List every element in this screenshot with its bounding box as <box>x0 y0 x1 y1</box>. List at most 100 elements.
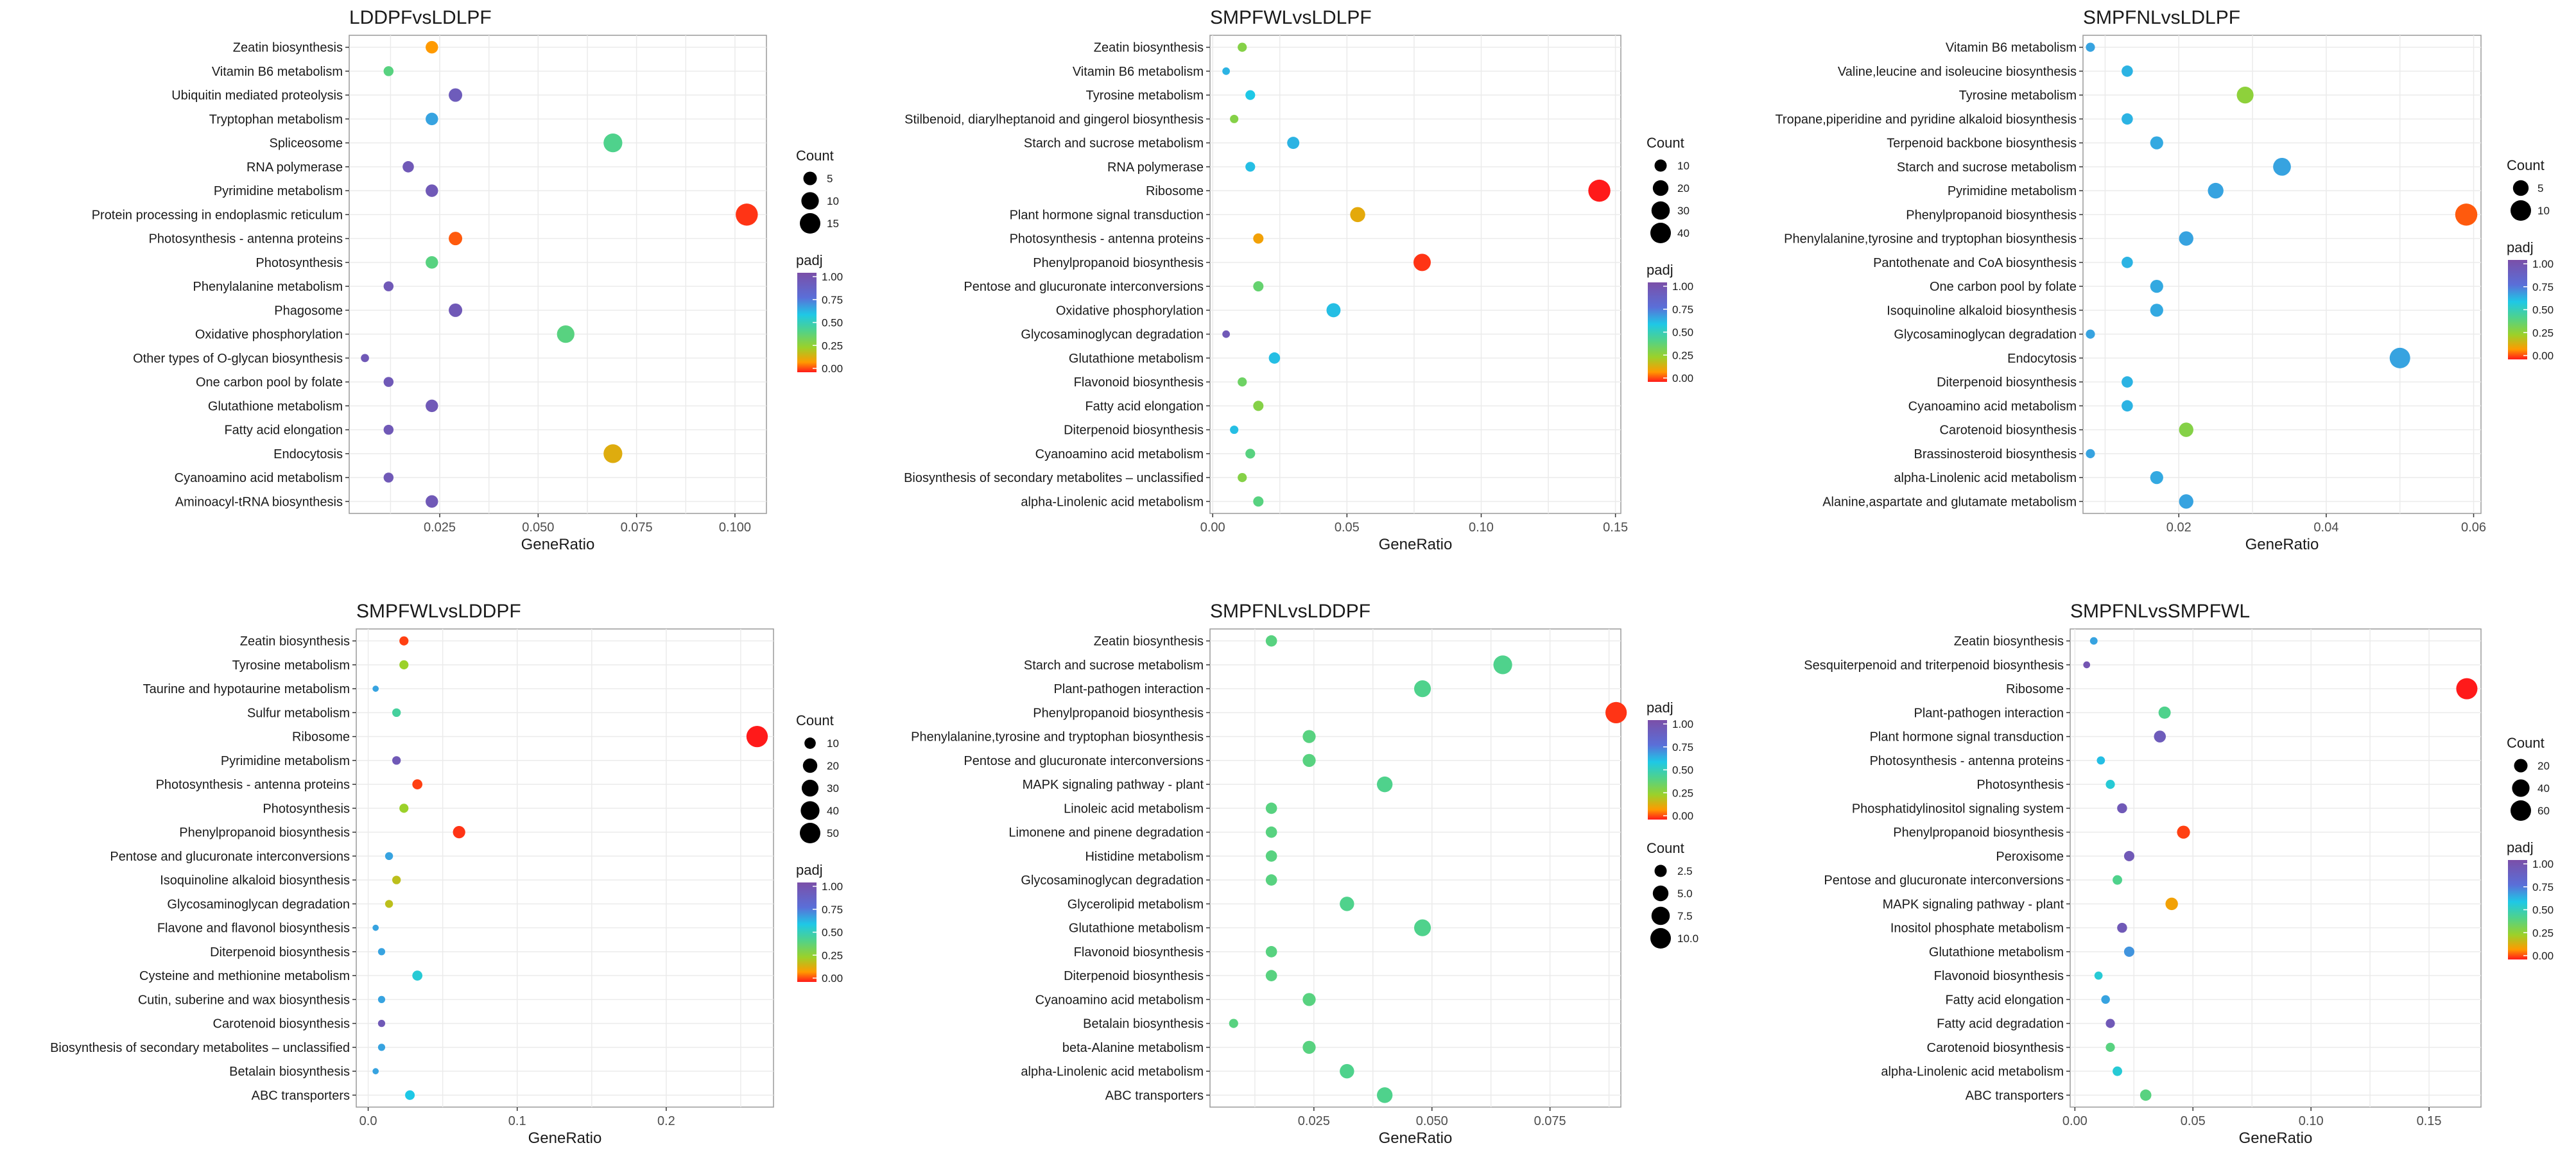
data-point <box>2113 875 2123 885</box>
panel-title: SMPFWLvsLDLPF <box>1210 7 1372 28</box>
term-label: Ribosome <box>1146 184 1204 198</box>
data-point <box>1376 776 1393 793</box>
padj-legend-label: 0.00 <box>822 972 843 985</box>
term-label: Vitamin B6 metabolism <box>1946 41 2077 55</box>
data-point <box>449 88 463 102</box>
data-point <box>2150 136 2163 150</box>
data-point <box>2158 706 2171 719</box>
term-label: Pantothenate and CoA biosynthesis <box>1873 256 2077 270</box>
term-label: MAPK signaling pathway - plant <box>1023 778 1204 792</box>
data-point <box>385 852 393 861</box>
data-point <box>2123 946 2134 957</box>
count-legend: Count 10 20 30 40 <box>1647 135 1690 243</box>
term-label: Starch and sucrose metabolism <box>1897 160 2077 175</box>
count-legend-label: 10 <box>2537 205 2550 217</box>
data-point <box>2122 376 2133 388</box>
panel-1: LDDPFvsLDLPF 0.025 0.050 0.075 0.100 GeneRati… <box>92 7 843 553</box>
term-label: Glycosaminoglycan degradation <box>167 897 350 911</box>
term-label: Pyrimidine metabolism <box>214 184 343 198</box>
data-point <box>1287 137 1300 150</box>
term-label: Fatty acid elongation <box>224 424 343 438</box>
term-label: Carotenoid biosynthesis <box>1940 424 2077 438</box>
padj-legend-label: 0.75 <box>1672 741 1693 753</box>
term-label: ABC transporters <box>1105 1088 1204 1103</box>
data-point <box>426 399 438 413</box>
term-label: Phenylpropanoid biosynthesis <box>179 826 350 840</box>
data-point <box>1238 473 1247 483</box>
count-legend-dot <box>1654 864 1667 877</box>
term-label: Isoquinoline alkaloid biosynthesis <box>1887 304 2077 318</box>
term-label: Glycosaminoglycan degradation <box>1021 328 1204 342</box>
count-legend-label: 20 <box>1677 182 1690 194</box>
count-legend-label: 10 <box>827 737 839 750</box>
data-point <box>383 424 394 435</box>
term-label: Alanine,aspartate and glutamate metaboli… <box>1822 495 2077 509</box>
data-point <box>383 281 394 291</box>
data-point <box>1253 496 1264 507</box>
data-point <box>2086 42 2095 52</box>
count-legend-title: Count <box>2507 157 2545 173</box>
term-label: Phenylpropanoid biosynthesis <box>1893 826 2064 840</box>
data-point <box>1265 635 1277 647</box>
count-legend: Count 5 10 15 <box>796 148 839 234</box>
term-label: Diterpenoid biosynthesis <box>1064 969 1204 983</box>
data-point <box>1222 67 1231 75</box>
data-point <box>1265 850 1277 862</box>
x-tick-label: 0.15 <box>2417 1114 2442 1128</box>
data-point <box>1229 1019 1238 1028</box>
data-point <box>2117 803 2127 814</box>
term-label: Plant hormone signal transduction <box>1870 730 2064 744</box>
term-label: Fatty acid elongation <box>1085 399 1204 413</box>
data-point <box>2150 471 2163 485</box>
padj-legend-label: 0.75 <box>822 294 843 306</box>
padj-legend-label: 0.50 <box>1672 327 1693 339</box>
data-point <box>2154 730 2166 743</box>
term-label: Other types of O-glycan biosynthesis <box>133 352 343 366</box>
term-label: Photosynthesis - antenna proteins <box>1870 754 2064 768</box>
data-point <box>372 685 379 692</box>
term-label: Glutathione metabolism <box>1069 922 1204 936</box>
panel-3: SMPFNLvsLDLPF 0.02 0.04 0.06 GeneRatio Vitami… <box>1775 7 2554 553</box>
x-tick-label: 0.05 <box>1335 520 1360 535</box>
x-tick-label: 0.0 <box>359 1114 377 1128</box>
data-point <box>1230 114 1239 123</box>
data-point <box>746 725 768 748</box>
data-point <box>1605 701 1627 724</box>
x-tick-label: 0.02 <box>2166 520 2191 535</box>
x-tick-label: 0.10 <box>1469 520 1494 535</box>
data-point <box>377 1044 386 1051</box>
data-point <box>2179 494 2193 509</box>
data-point <box>1350 207 1365 223</box>
data-point <box>372 924 379 931</box>
plot-area <box>349 35 767 514</box>
term-label: Biosynthesis of secondary metabolites – … <box>50 1041 350 1055</box>
x-tick-label: 0.025 <box>424 520 456 535</box>
term-label: Phenylpropanoid biosynthesis <box>1033 256 1204 270</box>
data-point <box>2122 400 2133 412</box>
data-point <box>2089 637 2098 645</box>
count-legend-label: 10 <box>827 195 839 207</box>
count-legend-label: 10.0 <box>1677 933 1699 945</box>
padj-legend: padj 1.00 0.75 0.50 0.25 0.00 <box>1647 700 1693 822</box>
data-point <box>2083 661 2091 669</box>
data-point <box>2273 157 2291 176</box>
count-legend-dot <box>1651 201 1670 220</box>
padj-legend: padj 1.00 0.75 0.50 0.25 0.00 <box>2507 239 2554 362</box>
data-point <box>1493 655 1512 675</box>
padj-legend-label: 1.00 <box>822 881 843 893</box>
data-point <box>2389 347 2410 368</box>
term-label: Phenylpropanoid biosynthesis <box>1033 706 1204 720</box>
data-point <box>1302 753 1316 767</box>
term-label: alpha-Linolenic acid metabolism <box>1894 471 2077 485</box>
term-label: Flavone and flavonol biosynthesis <box>157 922 350 936</box>
data-point <box>736 203 758 226</box>
data-point <box>1302 1040 1316 1054</box>
term-label: Phosphatidylinositol signaling system <box>1852 802 2064 816</box>
count-legend-dot <box>2511 200 2531 221</box>
padj-legend-label: 0.75 <box>1672 304 1693 316</box>
x-tick-label: 0.1 <box>508 1114 526 1128</box>
data-point <box>603 133 623 153</box>
term-label: Ubiquitin mediated proteolysis <box>171 89 343 103</box>
term-label: Limonene and pinene degradation <box>1008 826 1204 840</box>
data-point <box>1265 826 1277 838</box>
